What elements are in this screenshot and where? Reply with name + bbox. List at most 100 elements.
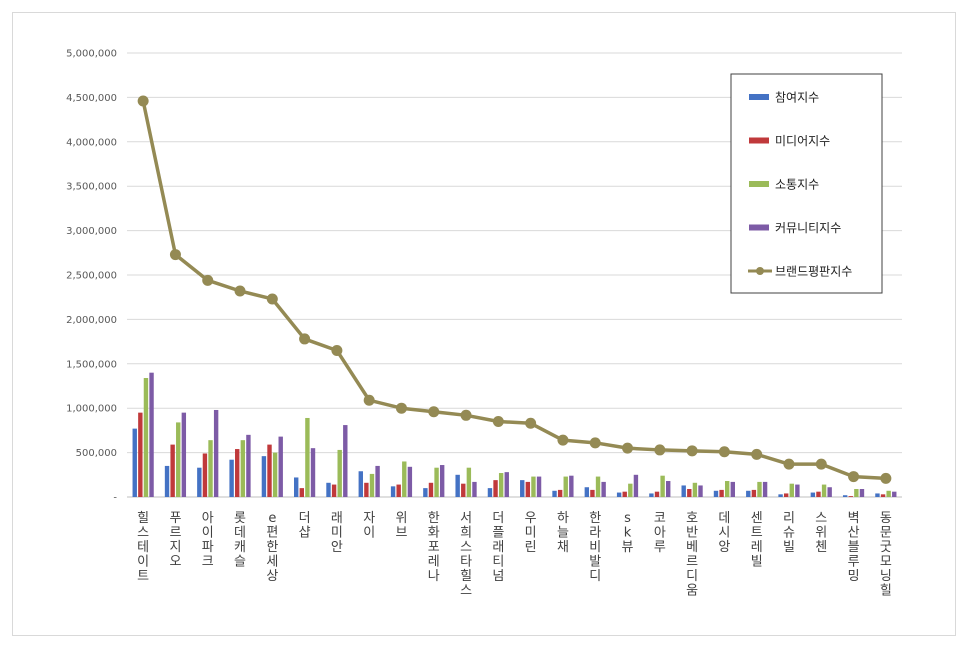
bar: [235, 449, 240, 497]
bar: [778, 494, 783, 497]
bar: [149, 372, 154, 497]
y-tick-label: 3,000,000: [66, 226, 117, 237]
line-point: [718, 446, 730, 458]
bar: [229, 459, 234, 497]
bar-layer: [132, 372, 897, 497]
bar: [428, 482, 434, 497]
bar: [369, 473, 375, 497]
bar: [816, 491, 821, 497]
bar: [278, 436, 283, 497]
bar: [472, 481, 477, 497]
bar: [859, 489, 865, 497]
bar: [854, 489, 859, 497]
y-tick-label: 5,000,000: [66, 49, 117, 60]
legend-label: 소통지수: [775, 178, 819, 192]
bar: [757, 481, 762, 497]
y-tick-label: 1,500,000: [66, 359, 117, 370]
bar: [827, 487, 832, 497]
bar: [616, 492, 622, 497]
bar: [390, 486, 396, 497]
line-point: [880, 472, 892, 484]
bar: [681, 485, 686, 497]
bar: [569, 475, 574, 497]
legend-swatch: [749, 181, 769, 187]
line-point: [331, 344, 343, 356]
legend-marker: [756, 267, 764, 275]
bar: [331, 484, 337, 497]
bar: [880, 494, 886, 497]
line-point: [751, 448, 763, 460]
bar: [795, 484, 800, 497]
bar: [666, 481, 671, 497]
line-point: [234, 285, 246, 297]
bar: [649, 493, 654, 497]
line-point: [428, 406, 440, 418]
bar: [692, 482, 698, 497]
line-point: [395, 402, 407, 414]
bar: [622, 491, 627, 497]
bar: [197, 467, 202, 497]
y-tick-label: 2,000,000: [66, 315, 117, 326]
bar: [584, 487, 590, 497]
line-point: [622, 442, 634, 454]
bar: [208, 440, 213, 497]
y-axis-tick-labels: - 500,000 1,000,000 1,500,000 2,000,000 2,500…: [66, 49, 117, 504]
bar: [466, 467, 472, 497]
line-point: [783, 458, 795, 470]
bar: [810, 492, 816, 497]
bar: [337, 449, 342, 497]
line-point: [363, 394, 375, 406]
bar: [724, 481, 730, 497]
bar: [326, 482, 331, 497]
line-point: [686, 445, 698, 457]
line-point: [525, 417, 537, 429]
bar: [305, 417, 310, 497]
bar: [590, 489, 595, 497]
legend-label: 브랜드평판지수: [775, 265, 852, 279]
bar: [164, 465, 170, 497]
bar: [498, 473, 504, 497]
y-tick-label: 3,500,000: [66, 182, 117, 193]
y-tick-label: -: [113, 493, 117, 504]
line-layer: [137, 95, 892, 484]
line-point: [557, 434, 569, 446]
bar: [439, 465, 445, 497]
bar: [402, 461, 407, 497]
bar: [364, 482, 369, 497]
bar: [713, 490, 719, 497]
bar: [595, 476, 601, 497]
line-point: [202, 274, 214, 286]
y-tick-label: 2,500,000: [66, 271, 117, 282]
series-line: [141, 100, 886, 481]
legend-label: 참여지수: [775, 91, 819, 105]
bar: [202, 453, 208, 497]
legend-label: 커뮤니티지수: [775, 221, 841, 235]
bar: [848, 496, 853, 497]
bar: [525, 481, 531, 497]
line-point: [589, 437, 601, 449]
bar: [423, 488, 428, 497]
line-point: [654, 444, 666, 456]
bar: [138, 412, 143, 497]
bar: [563, 476, 568, 497]
line-point: [460, 409, 472, 421]
bar: [842, 495, 848, 497]
bar: [170, 444, 175, 497]
bar: [892, 491, 897, 497]
bar: [176, 422, 181, 497]
